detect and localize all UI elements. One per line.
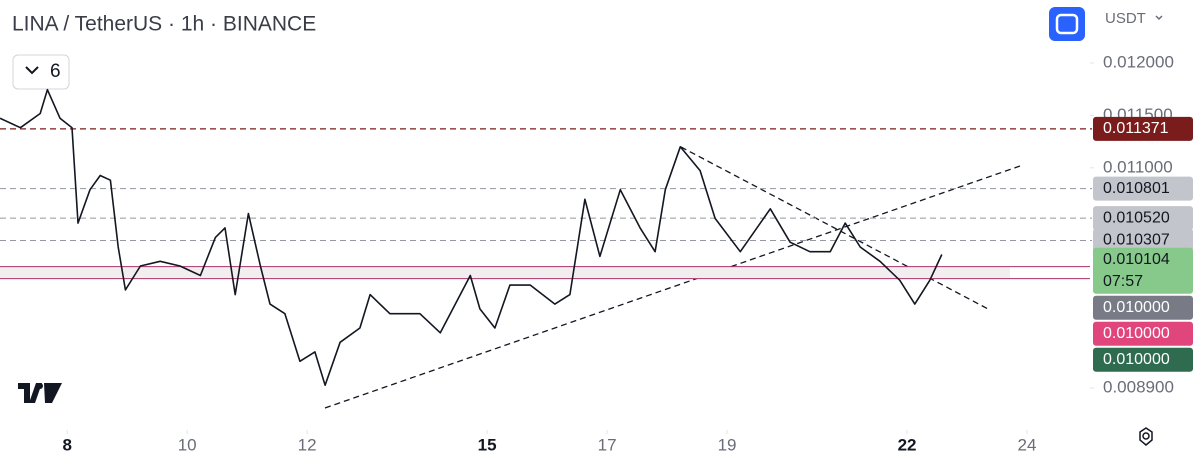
price-tag-label: 0.010520: [1103, 209, 1170, 226]
price-tag: [1093, 347, 1193, 372]
price-tag: [1093, 228, 1193, 253]
price-tag-label: 0.010307: [1103, 232, 1170, 249]
price-tag: [1093, 295, 1193, 320]
x-tick-label: 24: [1018, 435, 1037, 454]
y-tick-label: 0.008900: [1103, 378, 1174, 397]
indicator-count: 6: [50, 61, 61, 82]
x-tick-label: 19: [718, 435, 737, 454]
price-tag: [1093, 321, 1193, 346]
price-tag-label: 0.011371: [1103, 120, 1169, 137]
zone: [0, 266, 1010, 279]
chevron: [1155, 15, 1163, 21]
indicator-toggle[interactable]: [12, 54, 70, 90]
last-price-label: 0.010104: [1103, 251, 1170, 268]
x-tick-label: 17: [598, 435, 617, 454]
x-tick-label: 15: [478, 435, 497, 454]
x-tick-label: 12: [298, 435, 317, 454]
x-tick-label: 10: [178, 435, 197, 454]
settings-icon[interactable]: [1139, 427, 1153, 446]
price-tag-label: 0.010000: [1103, 299, 1170, 316]
price-tag-label: 0.010000: [1103, 325, 1170, 342]
price-tag-label: 0.010801: [1103, 180, 1170, 197]
symbol-title: LINA / TetherUS · 1h · BINANCE: [12, 13, 316, 36]
trendline: [324, 165, 1021, 409]
price-line-series: [0, 88, 943, 387]
fullscreen-button[interactable]: [1049, 7, 1085, 41]
price-tag-label: 0.010000: [1103, 351, 1170, 368]
trendline: [680, 146, 991, 311]
x-tick-label: 22: [898, 435, 917, 454]
price-tag: [1093, 116, 1193, 141]
fullscreen-icon: [1055, 13, 1079, 35]
chevron: [25, 66, 39, 75]
currency-selector[interactable]: USDT: [1105, 10, 1146, 27]
price-tag: [1093, 206, 1193, 231]
price-tag: [1093, 176, 1193, 201]
countdown: 07:57: [1103, 273, 1143, 290]
tv-logo: [18, 383, 62, 403]
last-price-tag: [1093, 247, 1193, 294]
x-tick-label: 8: [62, 435, 71, 454]
y-tick-label: 0.012000: [1103, 52, 1174, 71]
settings-icon: [1142, 432, 1150, 440]
y-tick-label: 0.011000: [1103, 157, 1173, 176]
